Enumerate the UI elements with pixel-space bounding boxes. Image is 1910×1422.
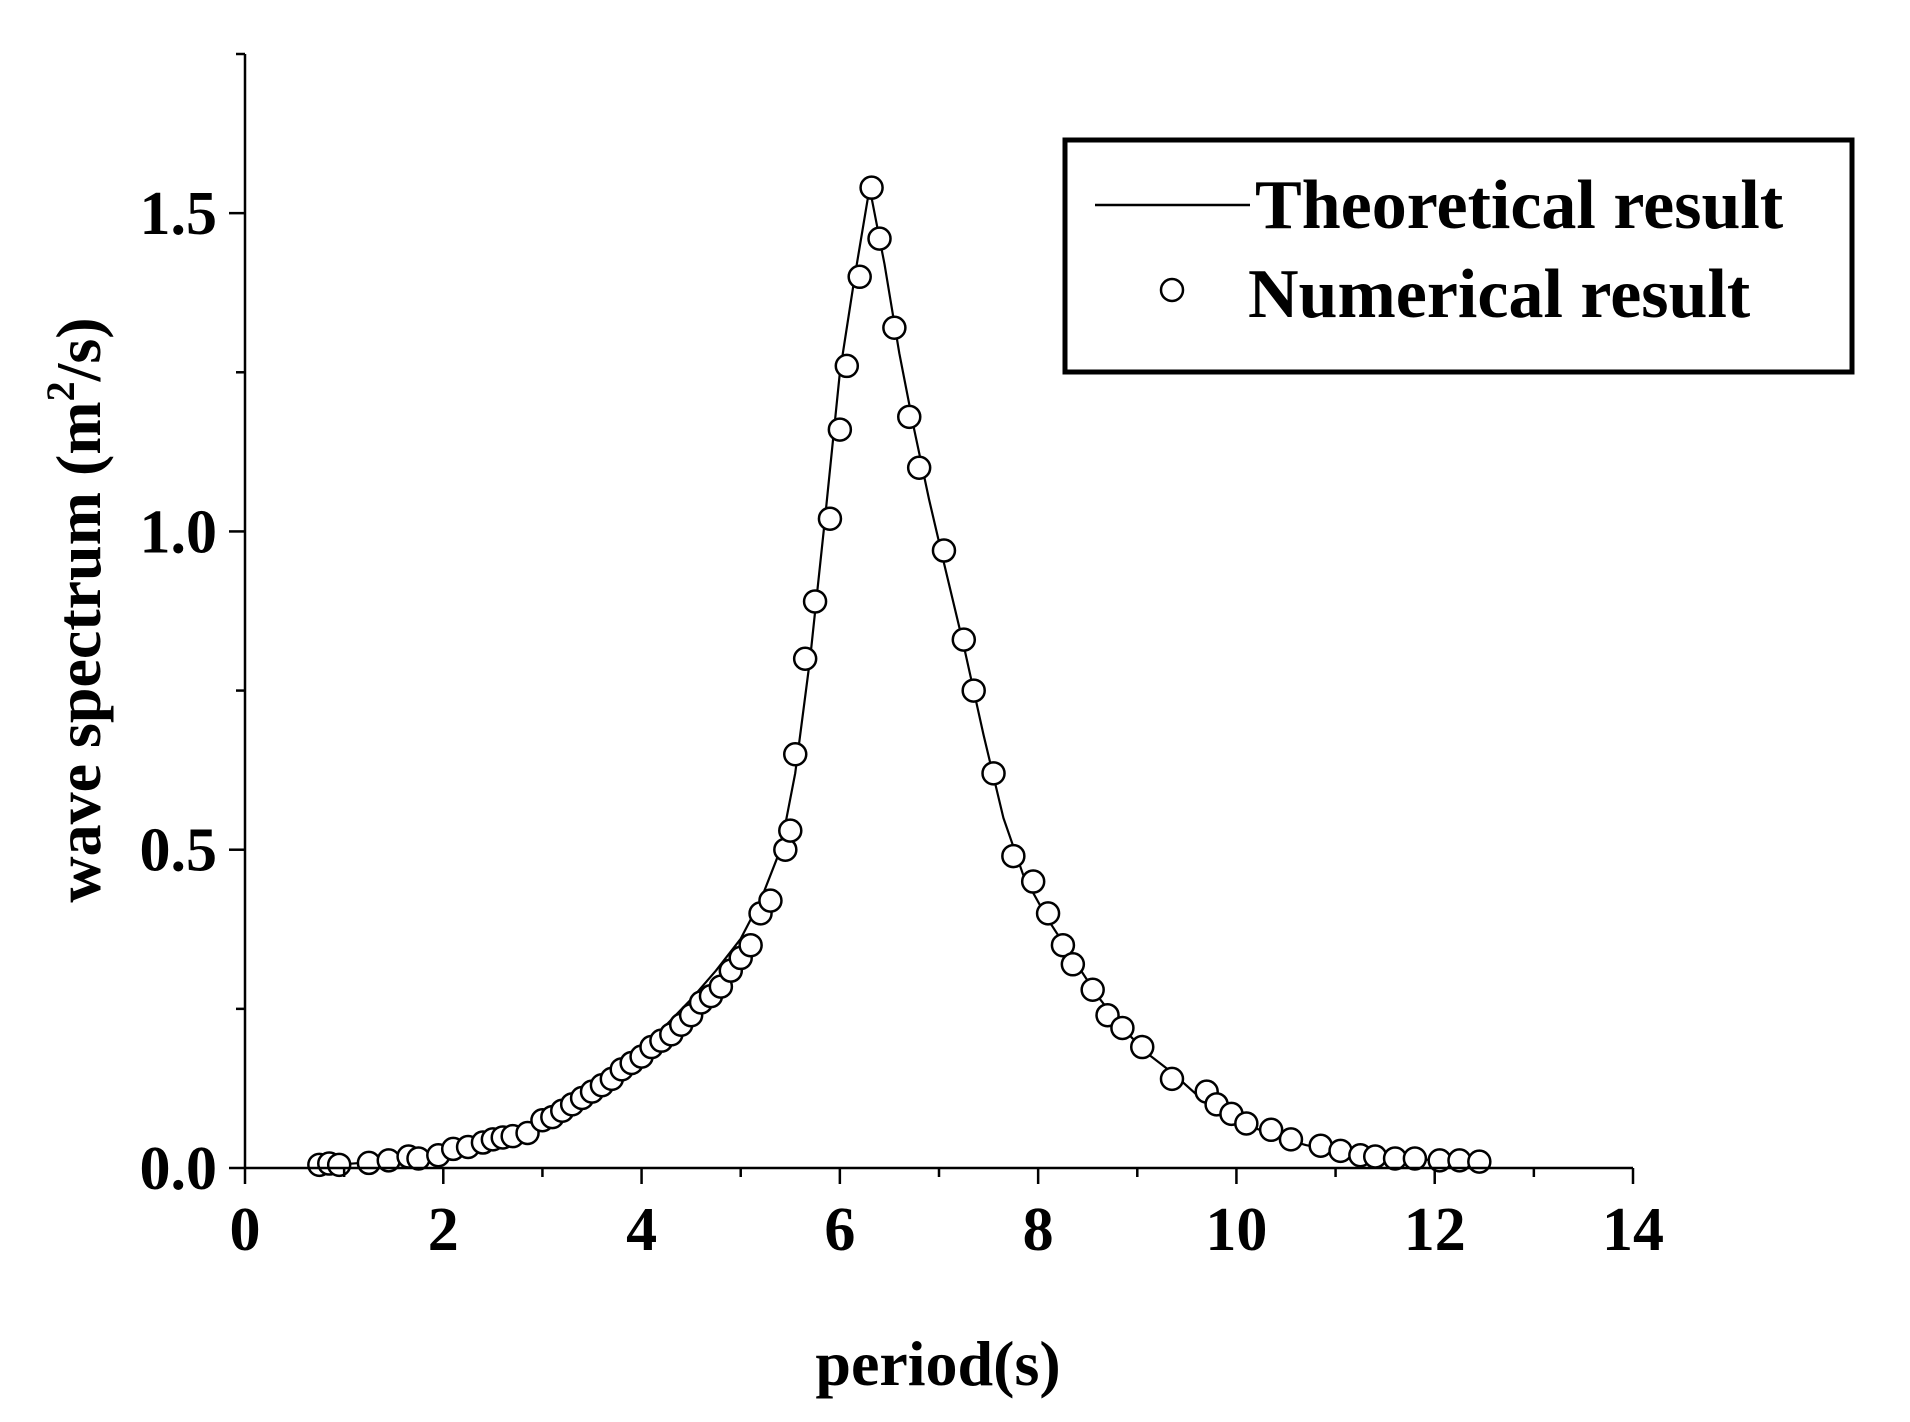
- x-tick-label: 12: [1404, 1196, 1466, 1264]
- series-numerical-point: [1362, 1144, 1388, 1169]
- series-numerical-point: [981, 761, 1006, 786]
- series-numerical-point: [1308, 1133, 1333, 1158]
- legend-label-theoretical: Theoretical result: [1255, 167, 1783, 244]
- series-numerical-point: [1020, 869, 1046, 894]
- series-numerical-point: [931, 538, 957, 563]
- y-tick-label: 0.0: [140, 1135, 218, 1203]
- x-tick-label: 2: [428, 1196, 459, 1264]
- legend-box: [1062, 137, 1855, 375]
- series-numerical-point: [906, 455, 932, 481]
- series-numerical-point: [356, 1150, 382, 1176]
- series-numerical-point: [834, 353, 860, 379]
- series-numerical-point: [817, 506, 843, 531]
- series-numerical-point: [1258, 1117, 1284, 1143]
- series-numerical-point: [1001, 843, 1026, 869]
- legend-label-numerical: Numerical result: [1248, 256, 1750, 333]
- series-numerical-point: [802, 589, 828, 614]
- series-numerical-point: [782, 741, 808, 767]
- series-numerical-point: [882, 315, 907, 340]
- series-numerical-point: [1060, 952, 1086, 977]
- x-tick-label: 0: [230, 1196, 261, 1264]
- series-numerical-point: [792, 646, 818, 671]
- series-numerical-point: [1402, 1146, 1428, 1171]
- series-numerical-point: [897, 404, 922, 430]
- series-numerical-point: [778, 818, 803, 843]
- series-numerical-point: [1328, 1138, 1353, 1164]
- y-tick-label: 0.5: [140, 817, 218, 885]
- x-tick-label: 4: [626, 1196, 657, 1264]
- series-numerical-point: [961, 678, 986, 703]
- y-axis-title-suffix: /s): [43, 317, 114, 382]
- series-numerical-point: [1080, 977, 1105, 1003]
- series-numerical-point: [758, 888, 783, 913]
- x-tick-label: 6: [824, 1196, 855, 1264]
- series-numerical-point: [827, 417, 853, 442]
- legend-marker-sample: [1159, 277, 1185, 303]
- series-numerical-point: [326, 1152, 352, 1178]
- plot-layer: [307, 175, 1492, 1178]
- series-numerical-point: [867, 226, 892, 251]
- series-numerical-point: [738, 932, 763, 958]
- series-numerical-point: [951, 627, 977, 652]
- series-numerical-point: [1035, 901, 1061, 926]
- y-axis-title-superscript: 2: [38, 381, 83, 401]
- x-tick-label: 14: [1602, 1196, 1664, 1264]
- series-numerical-point: [859, 175, 884, 200]
- y-tick-label: 1.0: [140, 498, 218, 566]
- legend: Theoretical result Numerical result: [1062, 137, 1855, 375]
- y-axis-title: wave spectrum (m2/s): [38, 317, 114, 902]
- series-numerical-point: [1050, 932, 1076, 958]
- axis-layer: 0 2 4 6 8 10 12 14 0.0 0.5 1.0 1.5: [140, 52, 1664, 1264]
- series-numerical-point: [1129, 1034, 1155, 1060]
- series-numerical-point: [1278, 1127, 1304, 1152]
- series-numerical-point: [1234, 1111, 1259, 1136]
- series-numerical-point: [406, 1146, 431, 1171]
- x-tick-label: 10: [1205, 1196, 1267, 1264]
- series-numerical-point: [847, 264, 872, 290]
- x-axis-title: period(s): [815, 1328, 1060, 1399]
- y-tick-label: 1.5: [140, 180, 218, 248]
- y-axis-title-main: wave spectrum (m: [43, 401, 114, 902]
- series-numerical-point: [1467, 1149, 1492, 1174]
- series-numerical-point: [1159, 1066, 1185, 1092]
- x-tick-label: 8: [1023, 1196, 1054, 1264]
- series-numerical-point: [1110, 1015, 1135, 1041]
